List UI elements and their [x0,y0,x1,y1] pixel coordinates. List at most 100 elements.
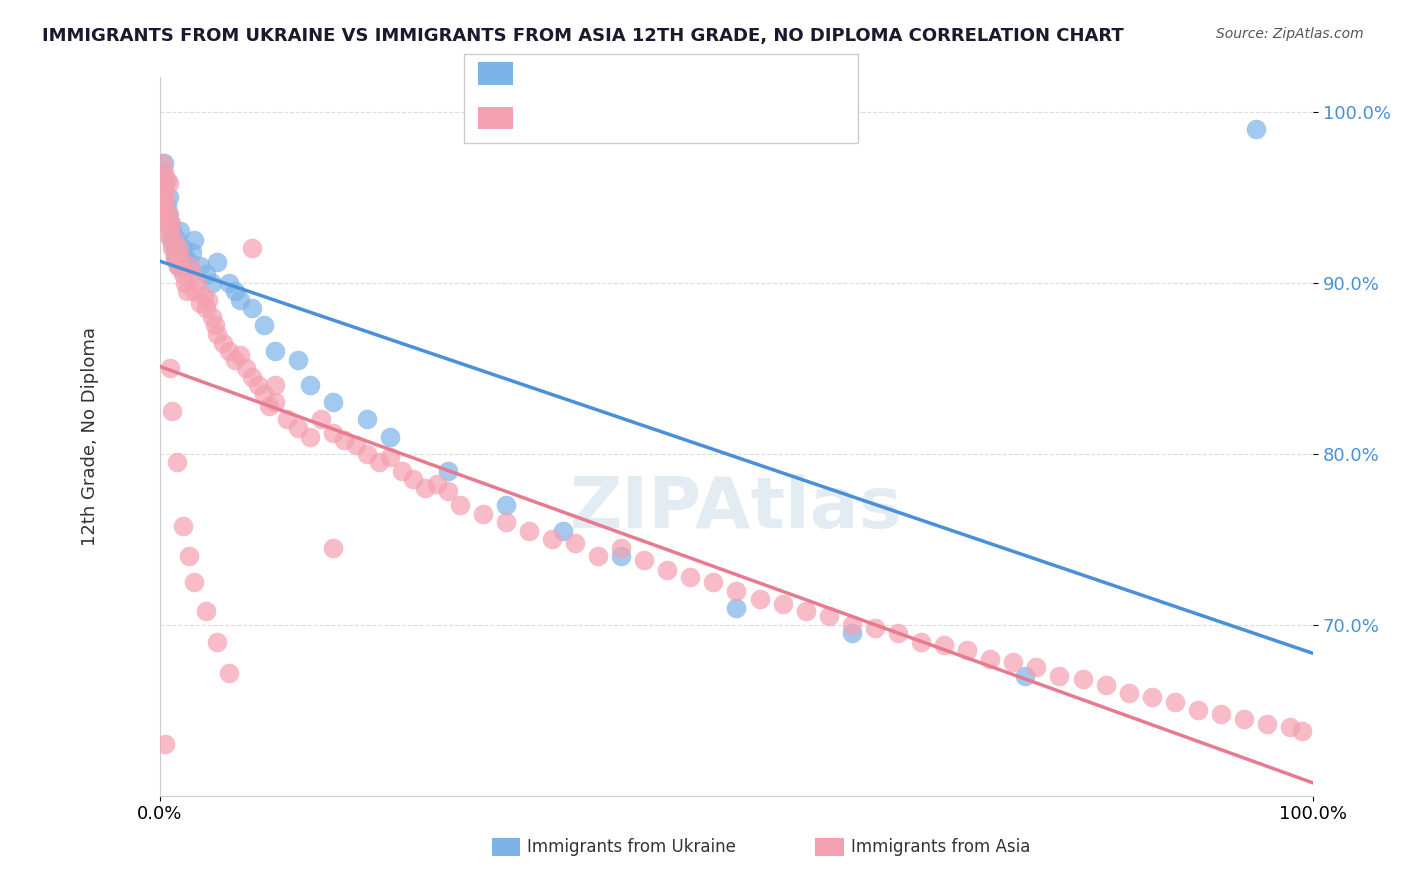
Point [193,289,215,303]
Point [159,216,181,230]
Point [163,250,186,264]
Point [240,242,263,256]
Point [322,395,344,409]
Point [264,395,287,409]
Point [155,173,177,187]
Point [204,318,226,333]
Point [1291,723,1313,738]
Point [166,233,188,247]
Point [186,276,208,290]
Text: 0.435: 0.435 [551,64,607,82]
Point [207,255,229,269]
Point [356,447,378,461]
Point [287,421,309,435]
Point [725,600,748,615]
Point [165,244,187,259]
Text: R =: R = [523,64,562,82]
Point [156,227,179,242]
Point [152,181,174,195]
Point [155,190,177,204]
Text: N =: N = [612,64,651,82]
Point [188,296,211,310]
Point [425,477,447,491]
Point [160,216,183,230]
Text: Source: ZipAtlas.com: Source: ZipAtlas.com [1216,27,1364,41]
Point [1071,673,1094,687]
Text: Immigrants from Ukraine: Immigrants from Ukraine [527,838,737,856]
Text: Immigrants from Asia: Immigrants from Asia [851,838,1031,856]
Point [264,378,287,392]
Point [162,233,184,247]
Point [150,156,173,170]
Point [333,433,356,447]
Point [172,267,194,281]
Point [159,361,181,376]
Point [309,412,332,426]
Point [149,181,172,195]
Point [174,250,197,264]
Point [181,267,204,281]
Point [517,524,540,538]
Point [149,173,172,187]
Point [169,242,191,256]
Point [1002,656,1025,670]
Text: 12th Grade, No Diploma: 12th Grade, No Diploma [82,327,100,546]
Point [1049,669,1071,683]
Point [183,284,205,298]
Point [322,426,344,441]
Point [564,535,586,549]
Point [207,326,229,341]
Point [1187,703,1209,717]
Point [932,638,955,652]
Point [194,301,217,316]
Point [156,207,179,221]
Point [1209,706,1232,721]
Point [155,738,177,752]
Point [159,224,181,238]
Point [155,216,177,230]
Point [240,301,263,316]
Point [657,563,679,577]
Point [229,293,252,307]
Point [344,438,367,452]
Point [252,387,274,401]
Point [153,164,176,178]
Point [197,293,219,307]
Point [863,621,886,635]
Point [200,310,222,324]
Point [157,207,180,221]
Point [367,455,389,469]
Point [229,347,252,361]
Point [437,484,460,499]
Point [841,617,863,632]
Point [162,224,184,238]
Point [169,250,191,264]
Point [174,276,197,290]
Point [1025,660,1047,674]
Point [252,318,274,333]
Point [152,181,174,195]
Point [1279,720,1302,734]
Point [910,635,932,649]
Point [183,574,205,589]
Text: 44: 44 [640,64,665,82]
Point [1094,677,1116,691]
Point [172,518,194,533]
Point [817,609,839,624]
Point [207,635,229,649]
Point [679,570,702,584]
Point [166,255,188,269]
Point [188,259,211,273]
Point [1233,712,1256,726]
Point [177,255,200,269]
Point [702,574,724,589]
Point [1244,121,1267,136]
Point [610,549,633,564]
Point [224,352,246,367]
Point [153,211,176,225]
Point [155,199,177,213]
Point [246,378,269,392]
Point [172,242,194,256]
Text: ZIPAtlas: ZIPAtlas [571,474,903,543]
Point [179,259,201,273]
